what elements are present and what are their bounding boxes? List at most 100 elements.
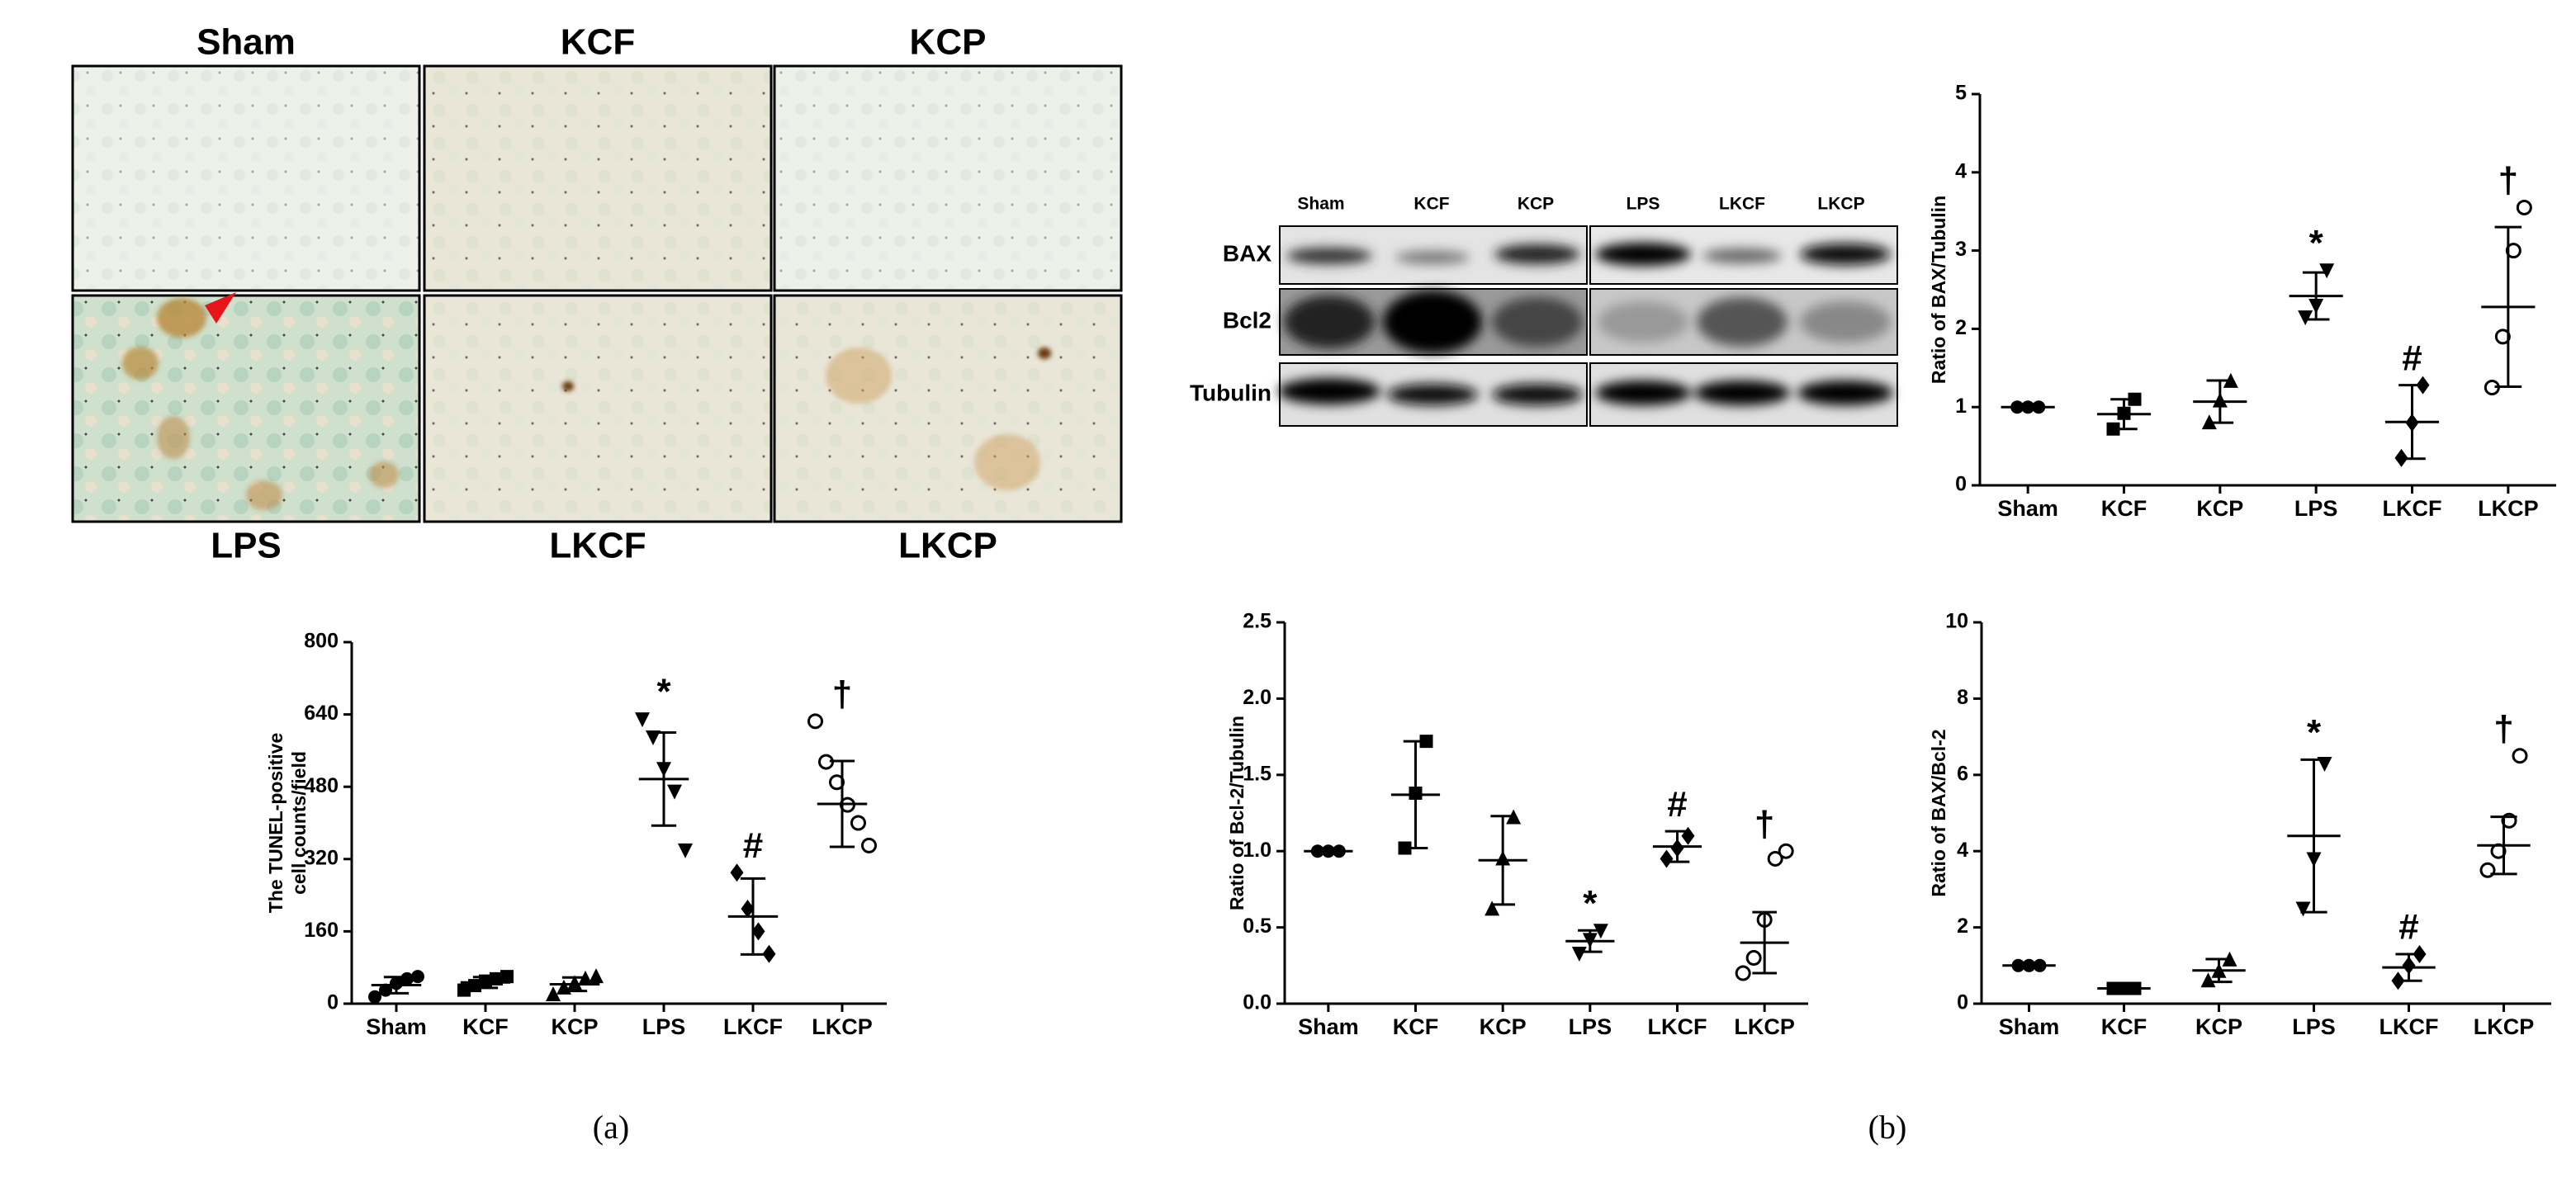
y-tick-label: 0 (327, 991, 339, 1014)
lane-label: KCP (1518, 195, 1554, 214)
y-tick-label: 0.5 (1243, 915, 1271, 938)
data-point (850, 815, 866, 831)
lane-label: LKCP (1817, 195, 1864, 214)
lane-label: LKCF (1719, 195, 1765, 214)
x-tick-label: LKCF (1648, 1014, 1707, 1039)
y-tick-label: 3 (1955, 238, 1967, 261)
data-point (741, 900, 755, 919)
data-point (1767, 850, 1783, 867)
x-tick-label: LPS (2292, 1014, 2336, 1039)
x-tick-label: LKCP (812, 1014, 873, 1039)
y-tick-label: 1.5 (1243, 762, 1271, 785)
data-point (1571, 947, 1587, 962)
significance-label: # (1667, 784, 1687, 825)
micrographs (71, 64, 1123, 523)
y-tick-label: 800 (304, 630, 339, 653)
blot-row-label: Tubulin (1190, 380, 1271, 405)
y-tick-label: 10 (1945, 610, 1968, 633)
micrograph (773, 64, 1123, 292)
micrograph-label: LKCP (898, 526, 997, 566)
y-tick-label: 480 (304, 774, 339, 797)
data-point (457, 983, 471, 997)
micrograph (773, 294, 1123, 523)
panel-label: (a) (593, 1108, 629, 1146)
x-tick-label: KCP (2195, 1014, 2242, 1039)
data-point (1735, 965, 1751, 981)
blot-row-label: Bcl2 (1223, 307, 1271, 333)
data-point (2516, 199, 2532, 215)
x-tick-label: LKCF (723, 1014, 783, 1039)
arrowhead (205, 292, 236, 324)
significance-label: † (2498, 160, 2518, 201)
significance-label: † (832, 674, 852, 714)
significance-label: † (2493, 708, 2513, 749)
x-tick-label: LKCP (2478, 496, 2539, 521)
x-tick-label: KCF (2101, 1014, 2147, 1039)
western-blot (1278, 225, 1898, 427)
y-tick-label: 4 (1955, 159, 1967, 182)
data-point (411, 970, 424, 984)
data-point (646, 730, 661, 745)
data-point (861, 837, 877, 853)
data-point (762, 944, 776, 963)
x-tick-label: Sham (1999, 1014, 2060, 1039)
y-tick-label: 1.0 (1243, 839, 1271, 862)
data-point (589, 968, 604, 984)
panel-label: (b) (1868, 1108, 1907, 1146)
y-axis-label: Ratio of BAX/Tubulin (1928, 196, 1949, 384)
y-tick-label: 0.0 (1243, 991, 1271, 1014)
data-point (2298, 310, 2313, 326)
data-point (635, 712, 650, 728)
data-point (1485, 900, 1500, 916)
data-point (2200, 972, 2216, 988)
x-tick-label: LPS (642, 1014, 686, 1039)
micrograph-label: LPS (211, 526, 282, 566)
y-tick-label: 1 (1955, 395, 1967, 418)
micrograph (71, 294, 421, 523)
data-point (730, 863, 744, 882)
y-tick-label: 0 (1955, 473, 1967, 496)
y-tick-label: 4 (1957, 839, 1968, 862)
y-tick-label: 8 (1957, 686, 1968, 709)
lane-label: LPS (1627, 195, 1660, 214)
stained-cells (122, 298, 1051, 510)
significance-label: * (1583, 883, 1598, 924)
x-tick-label: LKCF (2383, 496, 2442, 521)
y-tick-label: 160 (304, 919, 339, 942)
data-point (1745, 950, 1762, 967)
y-tick-label: 2 (1955, 316, 1967, 339)
data-point (2512, 748, 2528, 764)
y-tick-label: 6 (1957, 762, 1968, 785)
x-tick-label: LKCP (1734, 1014, 1795, 1039)
micrograph-label: Sham (197, 22, 296, 63)
y-tick-label: 0 (1957, 991, 1968, 1014)
x-tick-label: KCF (1393, 1014, 1439, 1039)
x-tick-label: LPS (1569, 1014, 1612, 1039)
lane-label: KCF (1413, 195, 1449, 214)
x-tick-label: Sham (366, 1014, 427, 1039)
y-axis-label: cell counts/field (288, 751, 310, 895)
data-point (368, 990, 381, 1004)
data-point (751, 922, 765, 941)
micrograph-label: KCP (910, 22, 987, 63)
y-tick-label: 320 (304, 846, 339, 869)
x-tick-label: LKCF (2379, 1014, 2439, 1039)
x-tick-label: LPS (2294, 496, 2338, 521)
data-point (1778, 843, 1794, 859)
data-point (400, 971, 414, 986)
data-point (2319, 263, 2335, 279)
y-tick-label: 5 (1955, 82, 1967, 105)
y-tick-label: 2 (1957, 915, 1968, 938)
x-tick-label: KCF (462, 1014, 509, 1039)
significance-label: # (2398, 907, 2418, 948)
micrograph-label: KCF (561, 22, 635, 63)
significance-label: * (2307, 712, 2322, 753)
data-point (1681, 826, 1695, 845)
data-point (678, 843, 693, 858)
x-tick-label: LKCP (2474, 1014, 2535, 1039)
data-point (667, 784, 682, 800)
data-point (1660, 849, 1674, 868)
y-axis-label: The TUNEL-positive (265, 733, 286, 914)
y-tick-label: 2.0 (1243, 686, 1271, 709)
